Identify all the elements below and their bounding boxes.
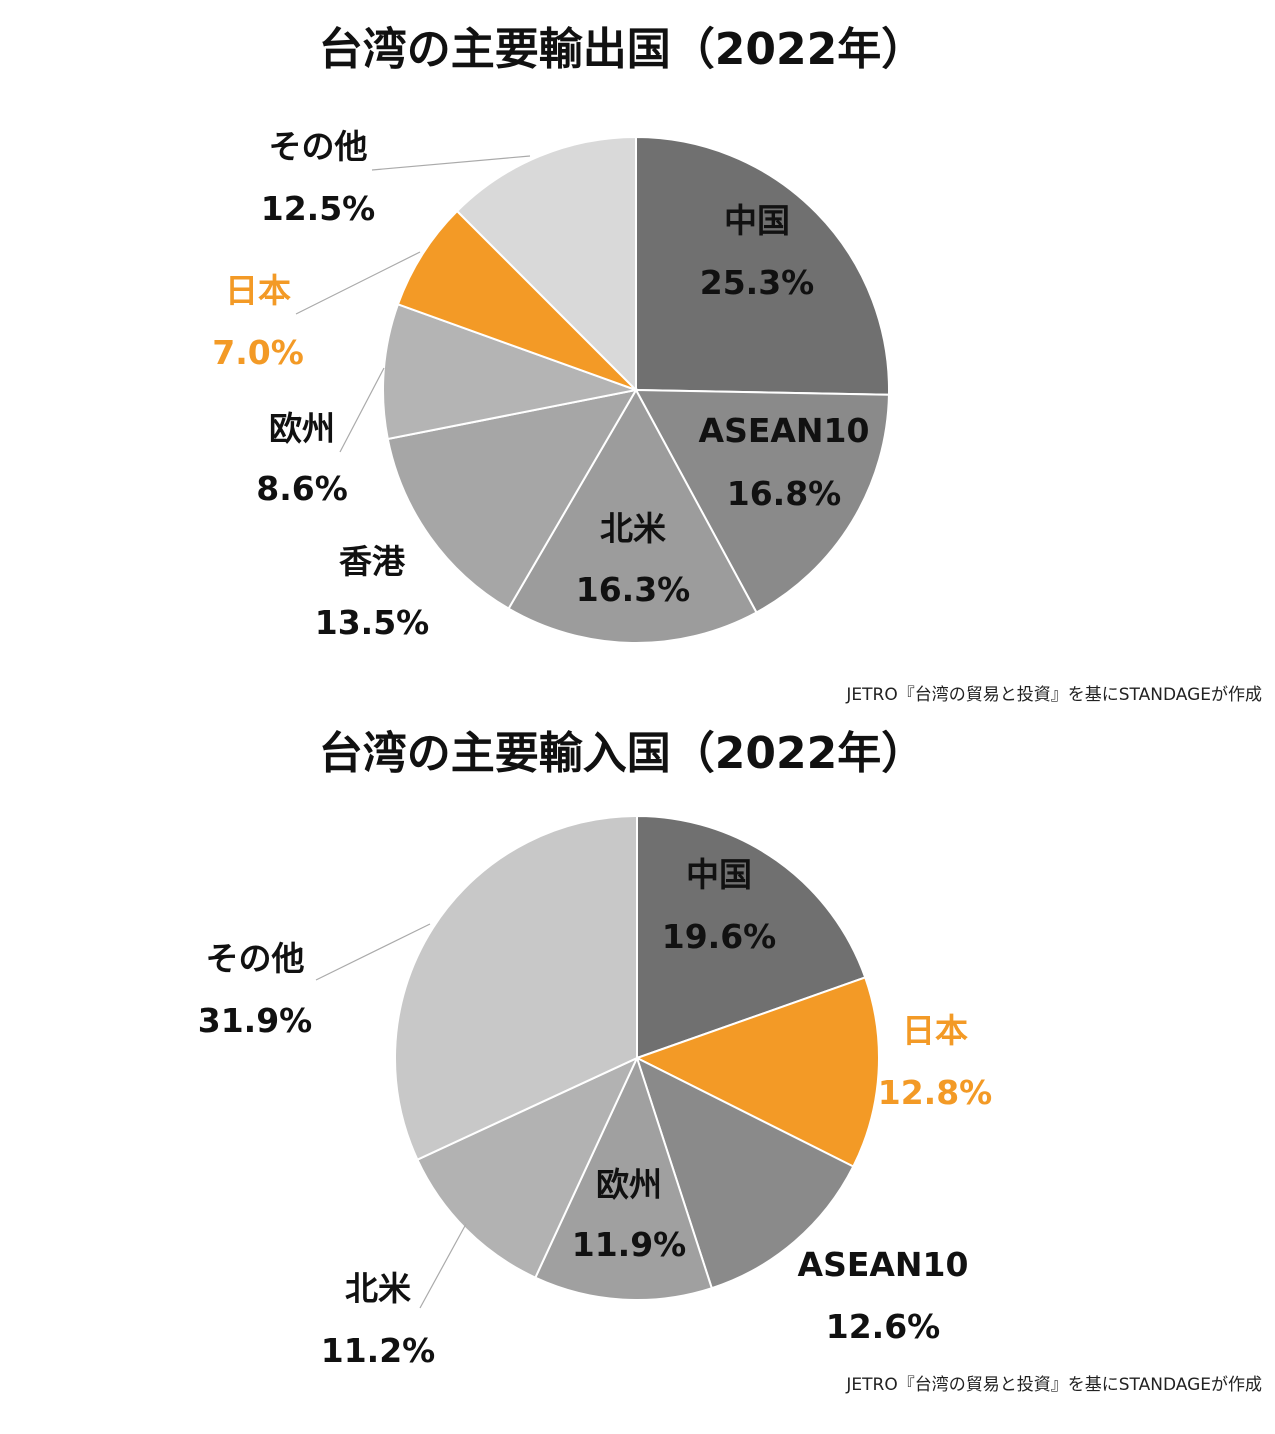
slice-value-label: 11.2% [321,1331,436,1370]
pie-slice [534,1055,714,1301]
pie-slice [635,135,890,396]
source-note: JETRO『台湾の貿易と投資』を基にSTANDAGEが作成 [845,1375,1262,1395]
pie-chart-2: 台湾の主要輸入国（2022年） 中国 19.6% 日本 12.8% ASEAN10 12.6… [198,728,1262,1395]
pie-slice [635,1056,855,1290]
pie-slice [394,814,638,1161]
slice-value-label: 8.6% [256,469,348,508]
pie-slice [396,209,637,391]
leader-line [295,251,421,315]
pie-slice [634,976,880,1168]
slice-label: 中国 [724,201,790,240]
slice-label: 日本 [902,1011,968,1050]
pie-slice [381,303,640,441]
slice-value-label: 12.8% [878,1073,993,1112]
chart-title: 台湾の主要輸入国（2022年） [319,728,925,779]
pie-slice [386,388,638,610]
pie-slice [634,388,890,614]
slice-value-label: 16.8% [727,474,842,513]
leader-line [315,923,431,981]
source-note: JETRO『台湾の貿易と投資』を基にSTANDAGEが作成 [845,685,1262,705]
slice-value-label: 7.0% [212,333,304,372]
pie-slice [455,135,637,393]
slice-value-label: 13.5% [315,603,430,642]
pie-slice [507,387,758,644]
slice-label: 北米 [600,509,666,548]
slice-label: ASEAN10 [699,411,870,450]
slice-value-label: 11.9% [572,1225,687,1264]
slice-label: その他 [269,127,368,166]
leader-line [419,1223,467,1309]
pie-slice [416,1055,640,1279]
slice-value-label: 12.6% [826,1307,941,1346]
leader-line [339,367,385,453]
slice-label: 北米 [345,1269,411,1308]
slice-value-label: 16.3% [576,570,691,609]
slice-label: その他 [206,939,305,978]
slice-value-label: 19.6% [662,917,777,956]
pie-chart-1: 台湾の主要輸出国（2022年） 中国 25.3% ASEAN10 16.8% 北米 16.3… [212,24,1262,705]
slice-label: 日本 [225,271,291,310]
slice-value-label: 25.3% [700,263,815,302]
chart-title: 台湾の主要輸出国（2022年） [319,24,925,75]
slice-label: 中国 [686,855,752,894]
slice-label: 欧州 [269,409,335,448]
slice-label: 欧州 [596,1165,662,1204]
slice-label: 香港 [339,542,406,581]
slice-label: ASEAN10 [798,1245,969,1284]
slice-value-label: 12.5% [261,189,376,228]
slice-value-label: 31.9% [198,1001,313,1040]
leader-line [371,155,531,171]
